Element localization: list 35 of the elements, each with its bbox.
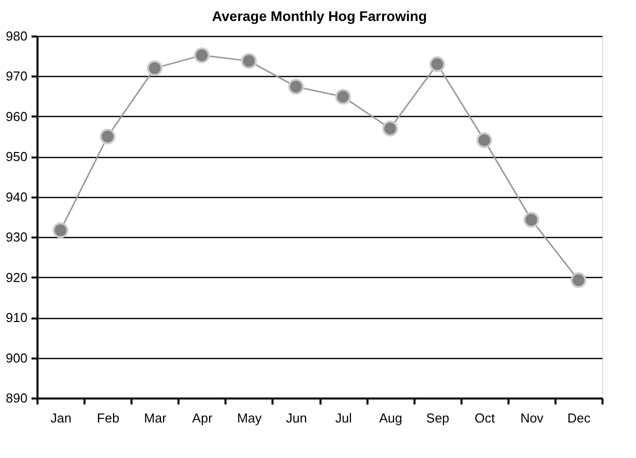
point	[523, 212, 540, 228]
y-tick-label: 890	[6, 390, 28, 406]
point	[240, 53, 257, 69]
point	[100, 128, 116, 144]
x-tick-label: Nov	[520, 410, 544, 426]
x-tick-label: Mar	[144, 410, 168, 426]
y-tick-label: 920	[6, 270, 28, 285]
point	[476, 132, 492, 148]
y-tick-label: 910	[6, 310, 28, 326]
x-tick-label: Jan	[50, 410, 72, 426]
x-tick-label: Feb	[96, 410, 120, 426]
point	[335, 88, 351, 105]
y-tick-label: 980	[6, 28, 28, 44]
x-tick-label: Jun	[286, 410, 307, 426]
point	[194, 47, 210, 64]
x-tick-label: Sep	[426, 410, 450, 426]
y-tick-label: 900	[6, 350, 28, 366]
x-tick-label: Oct	[474, 410, 496, 426]
point	[382, 120, 398, 136]
y-tick-label: 960	[6, 108, 28, 124]
x-tick-label: May	[237, 410, 262, 426]
x-tick-label: Dec	[567, 410, 592, 426]
y-tick-label: 950	[6, 149, 28, 164]
y-tick-label: 940	[6, 189, 28, 204]
y-tick-label: 930	[6, 230, 28, 245]
point	[570, 272, 586, 288]
chart-title: Average Monthly Hog Farrowing	[212, 8, 427, 24]
point	[288, 78, 304, 95]
y-tick-label: 970	[6, 68, 28, 84]
x-tick-label: Apr	[192, 410, 214, 426]
point	[146, 60, 163, 76]
point	[52, 222, 68, 238]
x-tick-label: Jul	[335, 410, 352, 426]
point	[429, 56, 446, 72]
x-tick-label: Aug	[379, 410, 402, 426]
